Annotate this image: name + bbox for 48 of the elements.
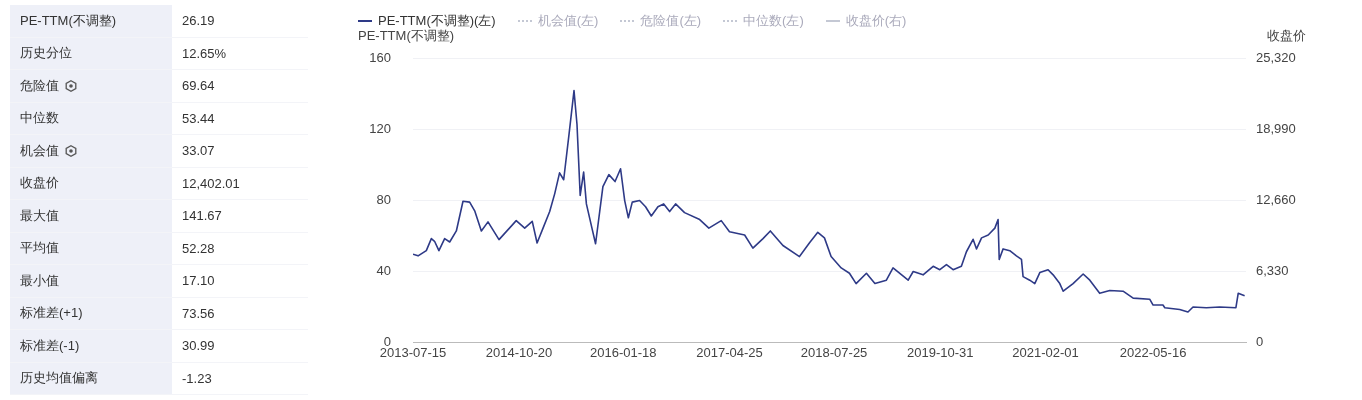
y-tick-label: 160 [369,49,391,65]
text: 12.65% [172,37,308,70]
x-tick-label: 2019-10-31 [907,344,974,360]
x-tick-label: 2021-02-01 [1012,344,1079,360]
text: 危险值 [10,69,172,102]
text: 73.56 [172,297,308,330]
x-tick-label: 2018-07-25 [800,344,868,360]
y2-tick-label: 25,320 [1256,49,1296,65]
y-tick-label: 80 [376,191,391,207]
text: 69.64 [172,69,308,102]
y2-tick-label: 6,330 [1256,262,1289,278]
y2-tick-label: 18,990 [1256,120,1296,136]
legend-label: 危险值(左) [640,12,702,30]
y-axis-title: PE-TTM(不调整) [358,27,455,43]
text: 标准差(-1) [10,329,172,362]
text: 141.67 [172,199,308,232]
x-tick-label: 2016-01-18 [590,344,657,360]
y-tick-label: 0 [383,333,391,349]
text: 最小值 [10,264,172,297]
text: 17.10 [172,264,308,297]
x-tick-label: 2014-10-20 [485,344,553,360]
y2-tick-label: 0 [1256,333,1264,349]
text: 中位数 [10,102,172,135]
x-tick-label: 2017-04-25 [696,344,763,360]
y2-tick-label: 12,660 [1256,191,1296,207]
text: 26.19 [172,5,308,37]
y-tick-label: 120 [369,120,391,136]
text: 收盘价 [10,167,172,200]
y-tick-label: 40 [376,262,391,278]
text: 52.28 [172,232,308,265]
text: 12,402.01 [172,167,308,200]
text: 机会值 [10,134,172,167]
legend-label: PE-TTM(不调整)(左) [378,12,496,29]
text: 标准差(+1) [10,297,172,330]
text: 历史分位 [10,37,172,70]
x-tick-label: 2022-05-16 [1119,344,1187,360]
text: 平均值 [10,232,172,265]
legend-label: 机会值(左) [537,12,599,30]
legend-label: 收盘价(右) [845,12,907,30]
text: 53.44 [172,102,308,135]
text: 33.07 [172,134,308,167]
text: PE-TTM(不调整) [10,5,172,37]
legend-label: 中位数(左) [743,12,804,30]
text: 历史均值偏离 [10,362,172,395]
text: 30.99 [172,329,308,362]
text: 最大值 [10,199,172,232]
y2-axis-title: 收盘价 [1267,27,1306,43]
text: -1.23 [172,362,308,395]
